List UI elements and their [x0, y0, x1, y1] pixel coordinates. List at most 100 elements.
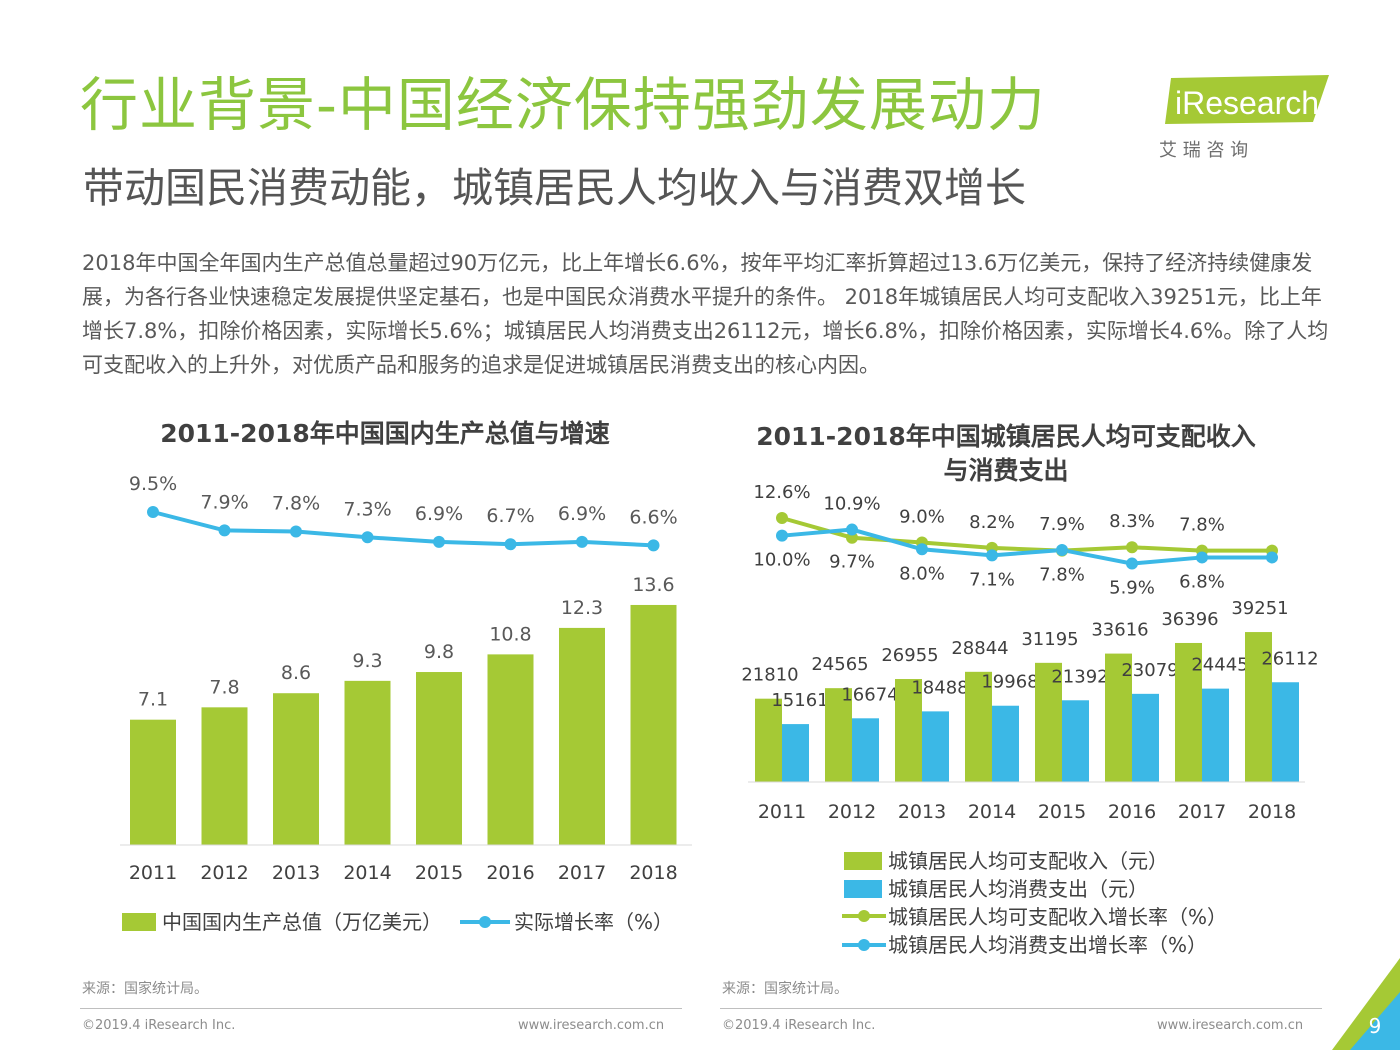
bar-label-consumption-2014: 19968 [981, 672, 1038, 693]
bar-label-gdp-2014: 9.3 [352, 650, 382, 672]
bar-consumption-2013 [922, 711, 949, 782]
x-tick-2013: 2013 [898, 801, 946, 823]
bar-label-consumption-2011: 15161 [771, 690, 828, 711]
bar-label-consumption-2013: 18488 [911, 677, 968, 698]
rate-point-2011 [147, 506, 159, 518]
consumption-rate-point-2014 [986, 549, 998, 562]
bar-gdp-2017 [559, 627, 605, 845]
logo-cn: 艾 瑞 咨 询 [1159, 140, 1248, 161]
bar-label-gdp-2015: 9.8 [424, 641, 454, 663]
rate-label-2016: 6.7% [486, 505, 534, 527]
x-tick-2015: 2015 [1038, 801, 1086, 823]
gdp-bars: 7.1 7.8 8.6 9.3 9.8 10.8 12.3 13.6 [130, 574, 677, 845]
legend-swatch-income [844, 852, 882, 870]
consumption-rate-line [781, 527, 1272, 566]
iresearch-logo: iResearch 艾 瑞 咨 询 [1159, 75, 1329, 161]
income-rate-label-2014: 8.2% [969, 512, 1015, 533]
bar-label-income-2015: 31195 [1021, 629, 1078, 650]
consumption-rate-label-2017: 6.8% [1179, 571, 1225, 592]
rate-label-2017: 6.9% [558, 503, 606, 525]
legend-label-gdp: 中国国内生产总值（万亿美元） [162, 910, 442, 934]
consumption-rate-point-2018 [1266, 551, 1278, 564]
bar-income-2017 [1175, 642, 1202, 782]
consumption-rate-point-2013 [916, 543, 928, 556]
legend-label-consumption: 城镇居民人均消费支出（元） [888, 877, 1148, 901]
bar-gdp-2013 [273, 693, 319, 845]
source-left: 来源：国家统计局。 [82, 981, 208, 997]
x-tick-2017: 2017 [558, 862, 606, 884]
consumption-rate-label-2012: 10.9% [823, 494, 880, 515]
bar-consumption-2016 [1132, 693, 1159, 782]
bar-consumption-2011 [782, 724, 809, 782]
rate-label-2011: 9.5% [129, 473, 177, 495]
bar-income-2013 [895, 679, 922, 782]
page-number: 9 [1368, 1014, 1382, 1038]
legend-label-income: 城镇居民人均可支配收入（元） [888, 849, 1168, 873]
bar-income-2016 [1105, 653, 1132, 782]
income-rate-point-2011 [776, 512, 788, 524]
bar-gdp-2016 [487, 654, 534, 845]
rate-point-2012 [218, 524, 231, 537]
x-tick-2011: 2011 [129, 862, 177, 884]
legend-swatch-gdp [122, 913, 156, 931]
bar-label-income-2016: 33616 [1091, 620, 1148, 641]
bar-gdp-2014 [344, 680, 391, 845]
bar-label-consumption-2015: 21392 [1051, 666, 1108, 687]
income-consumption-chart: 2011-2018年中国城镇居民人均可支配收入 与消费支出 21810 15161… [741, 422, 1319, 957]
bar-income-2014 [965, 671, 992, 782]
income-rate-line [781, 516, 1272, 553]
rate-point-2016 [504, 538, 517, 551]
bar-label-consumption-2017: 24445 [1191, 655, 1248, 676]
x-tick-2016: 2016 [1108, 801, 1156, 823]
consumption-rate-label-2011: 10.0% [753, 550, 810, 571]
bar-income-2011 [755, 698, 782, 782]
bar-income-2015 [1035, 662, 1062, 782]
x-tick-2017: 2017 [1178, 801, 1226, 823]
bar-consumption-2014 [992, 705, 1019, 782]
income-rate-label-2013: 9.0% [899, 506, 945, 527]
bar-label-gdp-2012: 7.8 [209, 676, 239, 698]
legend-label-income-rate: 城镇居民人均可支配收入增长率（%） [888, 905, 1227, 929]
page-corner-decoration [1332, 958, 1400, 1050]
income-rate-label-2011: 12.6% [753, 482, 810, 503]
bar-consumption-2018 [1272, 682, 1299, 782]
income-rate-label-2017: 7.8% [1179, 515, 1225, 536]
bar-label-income-2014: 28844 [951, 638, 1008, 659]
consumption-rate-label-2013: 8.0% [899, 563, 945, 584]
x-tick-2012: 2012 [828, 801, 876, 823]
consumption-rate-point-2012 [846, 523, 858, 536]
x-tick-2018: 2018 [629, 862, 677, 884]
consumption-rate-point-2015 [1056, 543, 1068, 556]
chart-legend: 城镇居民人均可支配收入（元） 城镇居民人均消费支出（元） 城镇居民人均可支配收入… [842, 849, 1227, 957]
copyright-right: ©2019.4 iResearch Inc. [722, 1018, 876, 1033]
bar-income-2018 [1245, 632, 1272, 782]
bar-label-income-2018: 39251 [1231, 598, 1288, 619]
legend-label-consumption-rate: 城镇居民人均消费支出增长率（%） [888, 933, 1207, 957]
source-right: 来源：国家统计局。 [722, 981, 848, 997]
chart-title: 2011-2018年中国国内生产总值与增速 [160, 419, 610, 448]
rate-point-2018 [647, 539, 660, 552]
bar-consumption-2017 [1202, 688, 1229, 782]
legend-label-rate: 实际增长率（%） [514, 910, 673, 934]
consumption-rate-point-2017 [1196, 551, 1208, 564]
bar-label-gdp-2011: 7.1 [138, 689, 168, 711]
bar-label-income-2017: 36396 [1161, 609, 1218, 630]
page-subtitle: 带动国民消费动能，城镇居民人均收入与消费双增长 [83, 164, 1026, 212]
income-rate-label-2016: 8.3% [1109, 511, 1155, 532]
x-tick-2018: 2018 [1248, 801, 1296, 823]
rate-point-2013 [290, 525, 302, 538]
footer-divider-left [80, 1008, 682, 1009]
copyright-left: ©2019.4 iResearch Inc. [82, 1018, 236, 1033]
website-left: www.iresearch.com.cn [518, 1018, 665, 1033]
rate-point-2014 [361, 531, 374, 544]
rate-label-2015: 6.9% [415, 503, 463, 525]
rate-label-2012: 7.9% [200, 491, 248, 513]
income-consumption-bars: 21810 15161 24565 16674 26955 18488 28844 19968… [741, 598, 1319, 782]
bar-label-consumption-2018: 26112 [1261, 648, 1318, 669]
income-rate-label-2015: 7.8% [1039, 565, 1085, 586]
consumption-rate-label-2016: 5.9% [1109, 578, 1155, 599]
bar-label-consumption-2016: 23079 [1121, 660, 1178, 681]
bar-gdp-2015 [416, 672, 462, 845]
body-paragraph: 2018年中国全年国内生产总值总量超过90万亿元，比上年增长6.6%，按年平均汇… [82, 251, 1329, 377]
website-right: www.iresearch.com.cn [1157, 1018, 1304, 1033]
